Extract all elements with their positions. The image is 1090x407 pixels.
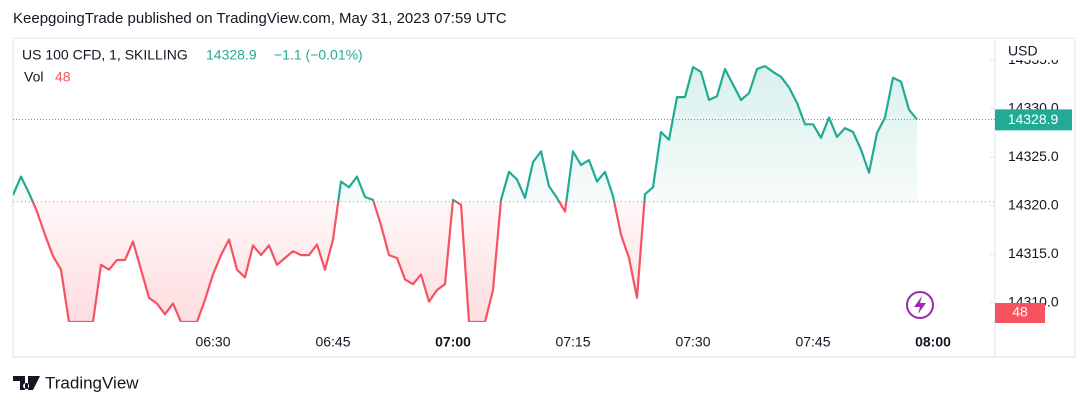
symbol: US 100 CFD, 1, SKILLING bbox=[22, 47, 188, 63]
last-price-tag bbox=[995, 109, 1072, 131]
baseline-area bbox=[13, 66, 917, 322]
plot-area bbox=[13, 59, 995, 322]
x-tick-label: 07:45 bbox=[795, 334, 830, 350]
y-tick-label: 14315.0 bbox=[1008, 245, 1059, 261]
header: KeepgoingTrade published on TradingView.… bbox=[13, 10, 507, 27]
currency: USD bbox=[1008, 43, 1038, 59]
legend-price: 14328.9 bbox=[206, 47, 257, 63]
x-tick-label: 08:00 bbox=[915, 334, 951, 350]
price-axis: 14310.014315.014320.014325.014330.014335… bbox=[1008, 51, 1059, 309]
y-tick-label: 14335.0 bbox=[1008, 51, 1059, 67]
x-tick-label: 07:30 bbox=[675, 334, 710, 350]
last-price-text: 14328.9 bbox=[1008, 111, 1059, 127]
volume-label: Vol bbox=[24, 69, 43, 85]
footer: TradingView bbox=[45, 373, 139, 392]
price-line bbox=[13, 65, 918, 322]
time-axis: 06:30 06:45 07:00 07:15 07:30 07:45 08:00 bbox=[195, 334, 951, 350]
volume-price-tag bbox=[995, 303, 1045, 323]
x-tick-label: 06:30 bbox=[195, 334, 230, 350]
volume-value: 48 bbox=[55, 69, 71, 85]
x-tick-label: 07:00 bbox=[435, 334, 471, 350]
y-tick-label: 14320.0 bbox=[1008, 196, 1059, 212]
x-tick-label: 07:15 bbox=[555, 334, 590, 350]
tradingview-logo bbox=[13, 376, 40, 390]
lightning-icon bbox=[906, 291, 934, 319]
y-tick-label: 14325.0 bbox=[1008, 148, 1059, 164]
legend-change: −1.1 (−0.01%) bbox=[274, 47, 363, 63]
volume-tag-text: 48 bbox=[1012, 304, 1028, 320]
x-tick-label: 06:45 bbox=[315, 334, 350, 350]
